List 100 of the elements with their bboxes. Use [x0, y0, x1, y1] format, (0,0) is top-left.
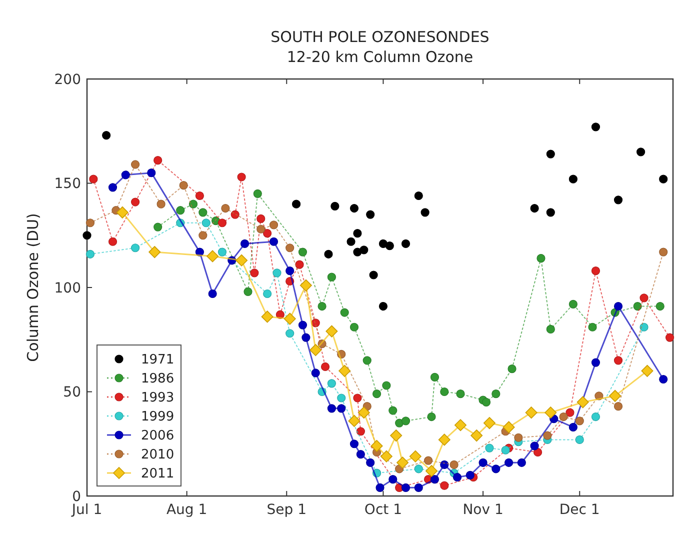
x-tick-label: Aug 1 [166, 502, 208, 518]
point [591, 358, 600, 367]
point [614, 356, 623, 365]
chart-title: SOUTH POLE OZONESONDES [270, 28, 490, 46]
y-tick-label: 50 [63, 384, 81, 401]
point [148, 246, 161, 258]
point [310, 344, 322, 356]
point [337, 394, 346, 402]
point [370, 440, 383, 452]
point [533, 448, 542, 457]
point [230, 210, 240, 219]
point [221, 204, 230, 213]
point [108, 237, 118, 246]
point [380, 450, 392, 462]
point [452, 472, 462, 482]
point [218, 218, 227, 228]
point [350, 204, 359, 213]
point [263, 289, 272, 298]
point [409, 450, 422, 462]
point [198, 208, 208, 217]
point [348, 414, 360, 427]
legend-label: 2010 [141, 448, 174, 463]
legend-label: 1999 [141, 410, 174, 425]
point [130, 160, 140, 169]
point [614, 302, 623, 311]
point [326, 325, 338, 338]
point [525, 406, 538, 419]
point [253, 189, 262, 198]
point [330, 202, 340, 210]
point [508, 364, 516, 374]
point [426, 464, 438, 477]
point [485, 444, 494, 452]
point [263, 228, 272, 238]
point [440, 460, 449, 470]
point [401, 483, 410, 492]
point [272, 268, 282, 278]
point [492, 390, 500, 398]
point [130, 198, 140, 206]
point [388, 406, 398, 415]
point [362, 356, 372, 365]
point [358, 406, 370, 419]
point [108, 183, 118, 192]
point [350, 440, 359, 448]
point [414, 191, 423, 200]
point [261, 310, 274, 323]
point [188, 200, 198, 208]
point [286, 329, 294, 338]
point [536, 254, 546, 263]
point [440, 387, 449, 396]
point [430, 372, 440, 382]
y-tick-label: 150 [54, 176, 81, 192]
point [659, 174, 668, 184]
point [517, 458, 526, 467]
point [414, 464, 423, 474]
y-tick-label: 0 [72, 488, 81, 505]
point [440, 481, 449, 490]
point [156, 200, 166, 208]
point [568, 174, 578, 184]
point [116, 206, 128, 218]
point [284, 312, 296, 325]
point [195, 191, 204, 200]
point [320, 362, 330, 372]
point [269, 220, 278, 230]
point [286, 244, 294, 252]
point [530, 442, 539, 450]
point [295, 260, 304, 269]
point [302, 333, 310, 342]
point [396, 456, 409, 469]
point [492, 464, 500, 474]
point [318, 302, 326, 311]
point [378, 302, 388, 311]
point [502, 421, 515, 434]
point [544, 406, 557, 419]
point [414, 483, 423, 492]
point [327, 272, 336, 282]
point [501, 446, 510, 454]
point [470, 430, 483, 442]
point [427, 412, 436, 422]
point [154, 156, 162, 165]
point [546, 150, 555, 158]
point [575, 435, 584, 444]
point [250, 268, 259, 278]
x-tick-label: Jul 1 [70, 502, 102, 518]
point [86, 250, 95, 258]
point [514, 433, 523, 442]
point [154, 222, 162, 232]
point [609, 390, 622, 402]
point [559, 412, 568, 422]
y-tick-label: 200 [54, 72, 81, 88]
point [324, 250, 333, 258]
point [338, 364, 351, 377]
point [256, 224, 266, 234]
point [390, 430, 402, 442]
point [388, 475, 398, 484]
point [360, 246, 368, 254]
point [353, 228, 362, 238]
point [369, 270, 378, 280]
point [311, 368, 320, 378]
point [130, 244, 140, 252]
point [401, 239, 410, 248]
